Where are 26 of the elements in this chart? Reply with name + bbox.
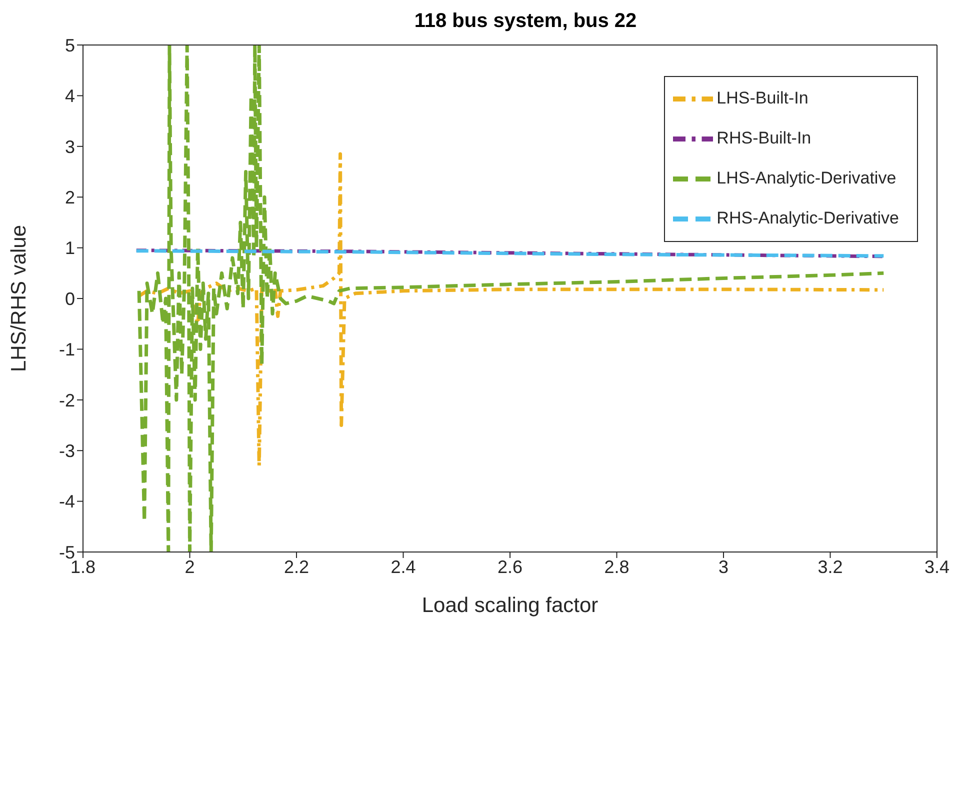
legend-label: LHS-Built-In — [716, 88, 808, 108]
x-tick-label: 2.2 — [284, 556, 310, 577]
x-tick-label: 3.4 — [924, 556, 950, 577]
x-tick-label: 2 — [184, 556, 195, 577]
y-tick-label: 4 — [64, 86, 75, 106]
y-tick-label: 1 — [64, 238, 75, 258]
y-tick-label: 3 — [64, 136, 75, 157]
chart-title: 118 bus system, bus 22 — [413, 10, 638, 33]
y-axis-title: LHS/RHS value — [7, 224, 30, 372]
x-tick-label: 3.2 — [818, 556, 843, 577]
y-tick-label: 2 — [64, 187, 75, 208]
x-tick-label: 3 — [718, 556, 729, 577]
y-tick-label: 5 — [64, 35, 75, 56]
legend-label: RHS-Analytic-Derivative — [716, 208, 899, 228]
x-tick-label: 2.8 — [604, 556, 630, 577]
y-tick-label: 0 — [64, 288, 75, 309]
x-tick-label: 2.4 — [390, 556, 416, 577]
y-tick-label: -5 — [58, 542, 75, 562]
x-axis-title: Load scaling factor — [422, 594, 598, 617]
y-tick-label: -1 — [58, 340, 75, 360]
y-tick-label: -3 — [58, 440, 75, 461]
y-tick-label: -2 — [58, 390, 75, 410]
y-tick-label: -4 — [58, 492, 75, 512]
x-tick-label: 2.6 — [497, 556, 523, 577]
legend-label: LHS-Analytic-Derivative — [716, 168, 896, 188]
legend-label: RHS-Built-In — [716, 128, 812, 148]
